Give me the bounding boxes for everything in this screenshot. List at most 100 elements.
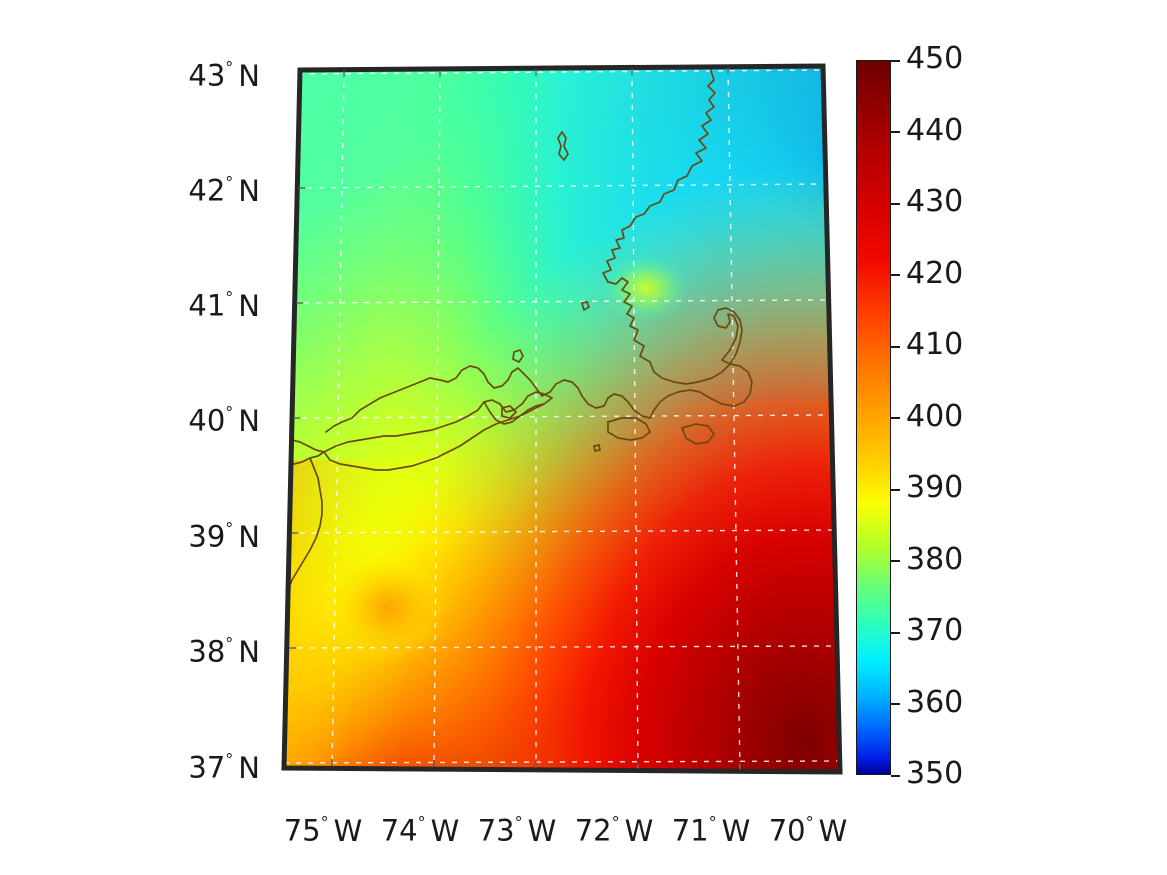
- map-plot-area[interactable]: [278, 60, 844, 778]
- hemisphere-label: N: [238, 173, 260, 208]
- hemisphere-label: W: [430, 813, 460, 848]
- lon-tick-label-73: 73° W: [432, 810, 602, 846]
- colorbar-label-360: 360: [906, 685, 964, 720]
- lon-value-74: 74: [380, 813, 418, 848]
- lat-value-38: 38: [188, 634, 226, 669]
- colorbar-label-410: 410: [906, 327, 964, 362]
- lon-tick-label-75: 75° W: [238, 810, 408, 846]
- hemisphere-label: W: [818, 813, 848, 848]
- colorbar-tick-370: [891, 632, 900, 634]
- lat-tick-label-37: 37° N: [70, 747, 260, 783]
- lat-value-40: 40: [188, 403, 226, 438]
- coastline-connecticut: [325, 377, 441, 433]
- degree-symbol-icon: °: [611, 813, 620, 832]
- coastline-buzzards-bay: [541, 379, 651, 419]
- hemisphere-label: N: [238, 403, 260, 438]
- lon-tick-label-72: 72° W: [529, 810, 699, 846]
- lat-value-41: 41: [188, 288, 226, 323]
- colorbar-tick-410: [891, 346, 900, 348]
- hemisphere-label: N: [238, 519, 260, 554]
- degree-symbol-icon: °: [708, 813, 717, 832]
- lon-value-75: 75: [283, 813, 321, 848]
- colorbar-label-450: 450: [906, 41, 964, 76]
- lat-tick-label-43: 43° N: [70, 55, 260, 91]
- degree-symbol-icon: °: [225, 288, 234, 307]
- frame-ticks: [289, 67, 741, 770]
- degree-symbol-icon: °: [320, 813, 329, 832]
- coastline-maine: [602, 67, 716, 283]
- degree-symbol-icon: °: [225, 173, 234, 192]
- lon-value-70: 70: [768, 813, 806, 848]
- coastline-long-island-north: [323, 391, 553, 453]
- colorbar-label-390: 390: [906, 470, 964, 505]
- colorbar-tick-380: [891, 560, 900, 562]
- island-marthas-vineyard: [607, 417, 652, 441]
- degree-symbol-icon: °: [417, 813, 426, 832]
- coastline-rhode-island: [439, 365, 543, 397]
- island-layer: [512, 130, 716, 453]
- coastline-new-jersey: [287, 457, 323, 591]
- lon-value-73: 73: [477, 813, 515, 848]
- lat-tick-label-38: 38° N: [70, 631, 260, 667]
- degree-symbol-icon: °: [225, 403, 234, 422]
- colorbar-label-420: 420: [906, 256, 964, 291]
- lon-tick-label-70: 70° W: [723, 810, 893, 846]
- hemisphere-label: W: [333, 813, 363, 848]
- colorbar-tick-360: [891, 703, 900, 705]
- lat-tick-label-42: 42° N: [70, 170, 260, 206]
- hemisphere-label: N: [238, 288, 260, 323]
- degree-symbol-icon: °: [225, 750, 234, 769]
- island-nomans: [592, 443, 602, 453]
- colorbar-gradient[interactable]: [856, 60, 891, 775]
- lat-tick-label-40: 40° N: [70, 400, 260, 436]
- hemisphere-label: N: [238, 634, 260, 669]
- colorbar-tick-400: [891, 417, 900, 419]
- colorbar-label-430: 430: [906, 184, 964, 219]
- island-block-island: [512, 348, 524, 364]
- degree-symbol-icon: °: [805, 813, 814, 832]
- hemisphere-label: N: [238, 58, 260, 93]
- colorbar-label-400: 400: [906, 399, 964, 434]
- coastline-cape-cod: [649, 307, 753, 419]
- hemisphere-label: N: [238, 750, 260, 785]
- degree-symbol-icon: °: [514, 813, 523, 832]
- contour-field: [284, 66, 840, 772]
- colorbar-tick-430: [891, 203, 900, 205]
- hemisphere-label: W: [624, 813, 654, 848]
- colorbar-tick-350: [891, 775, 900, 777]
- lon-value-72: 72: [574, 813, 612, 848]
- lat-tick-label-39: 39° N: [70, 516, 260, 552]
- map-svg: [281, 63, 843, 775]
- island-small-offshore: [580, 301, 591, 312]
- degree-symbol-icon: °: [225, 519, 234, 538]
- colorbar-tick-390: [891, 489, 900, 491]
- colorbar-label-440: 440: [906, 113, 964, 148]
- coastline-long-island-south: [323, 403, 545, 471]
- colorbar-tick-440: [891, 131, 900, 133]
- lon-value-71: 71: [671, 813, 709, 848]
- coastline-massachusetts-bay: [607, 277, 699, 385]
- island-lake-champlain: [557, 130, 569, 162]
- lat-value-43: 43: [188, 58, 226, 93]
- map-frame-border: [281, 63, 843, 775]
- coastline-layer: [284, 67, 753, 759]
- hemisphere-label: W: [527, 813, 557, 848]
- lon-tick-label-71: 71° W: [626, 810, 796, 846]
- colorbar-label-370: 370: [906, 613, 964, 648]
- coastline-long-island-forks: [483, 397, 553, 425]
- lat-value-42: 42: [188, 173, 226, 208]
- degree-symbol-icon: °: [225, 58, 234, 77]
- colorbar-label-350: 350: [906, 756, 964, 791]
- colorbar-label-380: 380: [906, 542, 964, 577]
- degree-symbol-icon: °: [225, 634, 234, 653]
- lat-value-39: 39: [188, 519, 226, 554]
- coastline-shelter-island: [501, 405, 517, 419]
- hemisphere-label: W: [721, 813, 751, 848]
- lon-tick-label-74: 74° W: [335, 810, 505, 846]
- lat-tick-label-41: 41° N: [70, 285, 260, 321]
- colorbar-tick-450: [891, 60, 900, 62]
- lat-value-37: 37: [188, 750, 226, 785]
- colorbar[interactable]: 450 440 430 420 410 400 390 380 370 360 …: [856, 44, 1156, 789]
- colorbar-tick-420: [891, 274, 900, 276]
